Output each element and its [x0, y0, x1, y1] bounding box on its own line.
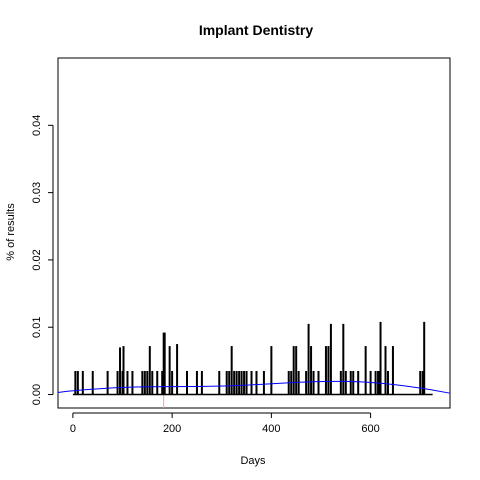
- y-tick-label: 0.01: [31, 317, 43, 338]
- x-tick-label: 0: [70, 423, 76, 435]
- y-axis: 0.00 0.01 0.02 0.03 0.04: [31, 115, 54, 405]
- x-axis: 0 200 400 600: [70, 412, 380, 435]
- trend-line: [57, 380, 451, 394]
- plot-frame: [57, 57, 451, 409]
- y-tick-label: 0.03: [31, 182, 43, 203]
- x-tick-label: 200: [163, 423, 181, 435]
- x-tick-label: 600: [361, 423, 379, 435]
- chart-marks: [57, 321, 451, 408]
- x-axis-label: Days: [240, 455, 266, 467]
- y-tick-label: 0.02: [31, 249, 43, 270]
- chart-title: Implant Dentistry: [199, 22, 314, 38]
- x-tick-label: 400: [262, 423, 280, 435]
- y-axis-label: % of results: [5, 203, 17, 261]
- y-tick-label: 0.04: [31, 115, 43, 136]
- y-tick-label: 0.00: [31, 384, 43, 405]
